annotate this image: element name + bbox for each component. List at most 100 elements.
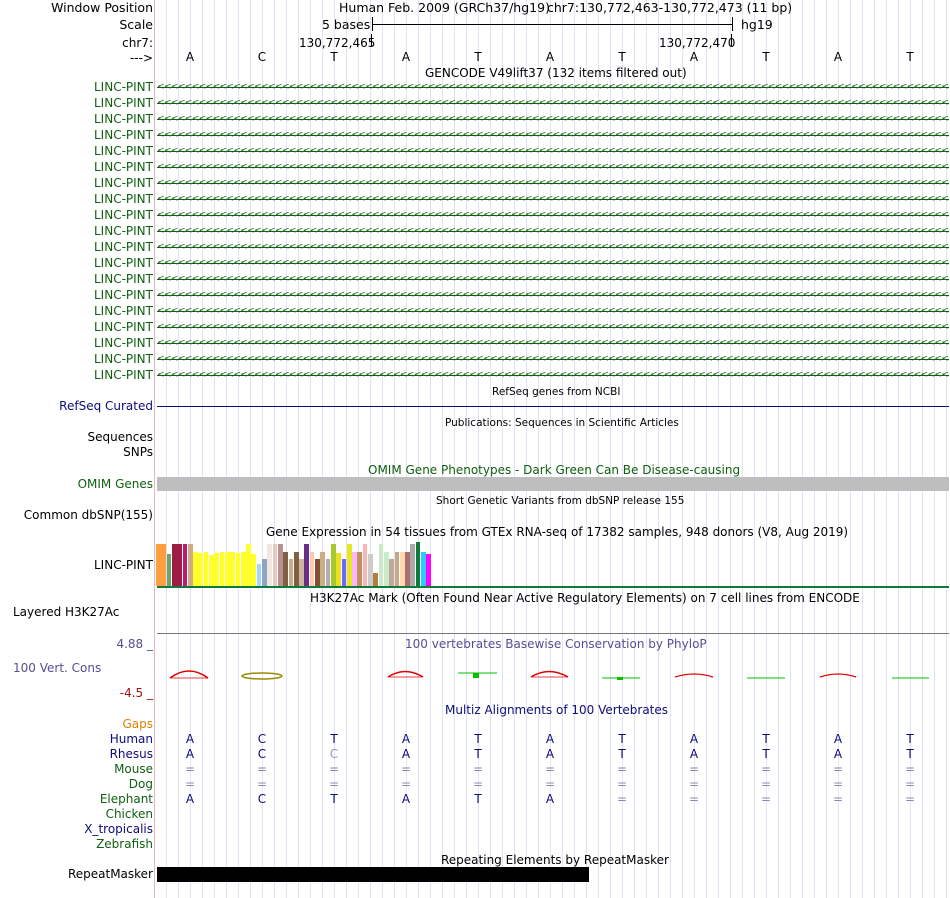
window-position-label[interactable]: Window Position [51,0,153,15]
multiz-species-label[interactable]: Dog [128,777,153,791]
multiz-species-label[interactable]: Chicken [105,807,153,821]
gtex-bar[interactable] [161,544,167,586]
omim-title[interactable]: OMIM Gene Phenotypes - Dark Green Can Be… [368,463,741,477]
gencode-gene-line[interactable] [157,167,949,168]
gtex-bar[interactable] [410,544,416,586]
gencode-gene-line[interactable] [157,151,949,152]
gtex-bar[interactable] [394,552,400,586]
gtex-bar[interactable] [283,552,288,586]
multiz-species-label[interactable]: Mouse [114,762,153,776]
gtex-bar[interactable] [352,552,357,586]
gtex-bar[interactable] [436,554,442,586]
gencode-gene-label[interactable]: LINC-PINT [94,272,153,286]
omim-bar[interactable] [157,477,949,491]
gencode-gene-label[interactable]: LINC-PINT [94,144,153,158]
gencode-gene-line[interactable] [157,343,949,344]
publications-title[interactable]: Publications: Sequences in Scientific Ar… [445,417,679,429]
gtex-bar[interactable] [421,552,426,586]
gencode-gene-line[interactable] [157,231,949,232]
gencode-gene-line[interactable] [157,183,949,184]
gtex-bar[interactable] [235,553,241,586]
gencode-gene-line[interactable] [157,199,949,200]
gtex-bar[interactable] [431,554,437,586]
gencode-gene-label[interactable]: LINC-PINT [94,176,153,190]
gencode-gene-line[interactable] [157,103,949,104]
gtex-bar[interactable] [198,553,204,586]
gtex-bar[interactable] [346,544,352,586]
gtex-bar[interactable] [214,553,220,586]
gtex-bar[interactable] [383,552,389,586]
gencode-gene-line[interactable] [157,295,949,296]
gencode-gene-label[interactable]: LINC-PINT [94,304,153,318]
multiz-species-label[interactable]: Human [109,732,153,746]
gtex-bar[interactable] [272,544,278,586]
gtex-bar[interactable] [315,559,320,586]
gtex-bar[interactable] [182,544,188,586]
gtex-bar[interactable] [177,544,182,586]
gencode-gene-label[interactable]: LINC-PINT [94,240,153,254]
gtex-bar[interactable] [415,542,421,586]
gtex-bar[interactable] [357,552,363,586]
gtex-bar[interactable] [341,559,347,586]
gtex-bar[interactable] [171,544,177,586]
multiz-species-label[interactable]: Zebrafish [96,837,153,851]
gtex-bar[interactable] [267,544,273,586]
gtex-bar[interactable] [320,552,326,586]
repeatmasker-label[interactable]: RepeatMasker [67,867,153,881]
gencode-gene-line[interactable] [157,135,949,136]
gtex-bar[interactable] [230,552,235,586]
gtex-bar[interactable] [209,555,214,586]
gtex-bar[interactable] [362,544,368,586]
dbsnp-title[interactable]: Short Genetic Variants from dbSNP releas… [436,495,685,507]
strand-label[interactable]: ---> [129,51,153,65]
gencode-gene-line[interactable] [157,215,949,216]
gencode-gene-line[interactable] [157,327,949,328]
repeatmasker-block[interactable] [157,867,589,882]
gtex-bar[interactable] [426,554,432,586]
gtex-bar[interactable] [246,544,251,586]
gencode-gene-label[interactable]: LINC-PINT [94,112,153,126]
gencode-gene-label[interactable]: LINC-PINT [94,96,153,110]
gencode-gene-line[interactable] [157,119,949,120]
gtex-bar[interactable] [373,573,379,586]
gtex-bar[interactable] [405,552,410,586]
gtex-bar[interactable] [336,553,341,586]
refseq-line[interactable] [157,406,949,407]
gtex-bar[interactable] [299,559,304,586]
gencode-gene-label[interactable]: LINC-PINT [94,160,153,174]
h3k27ac-title[interactable]: H3K27Ac Mark (Often Found Near Active Re… [310,591,860,605]
gtex-bar[interactable] [219,552,225,586]
omim-label[interactable]: OMIM Genes [77,477,153,491]
gtex-bar[interactable] [368,554,373,586]
gtex-bar[interactable] [293,552,299,586]
gtex-bar[interactable] [224,552,230,586]
gtex-bar[interactable] [288,559,294,586]
gencode-gene-line[interactable] [157,87,949,88]
gtex-bar[interactable] [256,564,262,586]
gtex-bar[interactable] [399,552,405,586]
gtex-bar[interactable] [378,544,384,586]
repeatmasker-title[interactable]: Repeating Elements by RepeatMasker [441,853,669,867]
gencode-gene-line[interactable] [157,311,949,312]
gencode-gene-label[interactable]: LINC-PINT [94,128,153,142]
gencode-gene-line[interactable] [157,279,949,280]
gtex-bar[interactable] [277,544,283,586]
gtex-bar[interactable] [240,552,246,586]
multiz-species-label[interactable]: X_tropicalis [84,822,153,836]
gencode-gene-label[interactable]: LINC-PINT [94,208,153,222]
gtex-bar[interactable] [203,552,209,586]
multiz-title[interactable]: Multiz Alignments of 100 Vertebrates [445,703,669,717]
refseq-label[interactable]: RefSeq Curated [59,399,153,413]
gtex-bar[interactable] [304,544,310,586]
gtex-bar[interactable] [325,559,331,586]
gencode-gene-label[interactable]: LINC-PINT [94,320,153,334]
gencode-gene-label[interactable]: LINC-PINT [94,368,153,382]
publications-sequences-label[interactable]: Sequences [87,430,153,444]
gtex-bar[interactable] [193,552,198,586]
gencode-gene-line[interactable] [157,375,949,376]
multiz-species-label[interactable]: Elephant [99,792,153,806]
gencode-gene-line[interactable] [157,247,949,248]
gtex-bar[interactable] [309,552,315,586]
gencode-gene-line[interactable] [157,359,949,360]
